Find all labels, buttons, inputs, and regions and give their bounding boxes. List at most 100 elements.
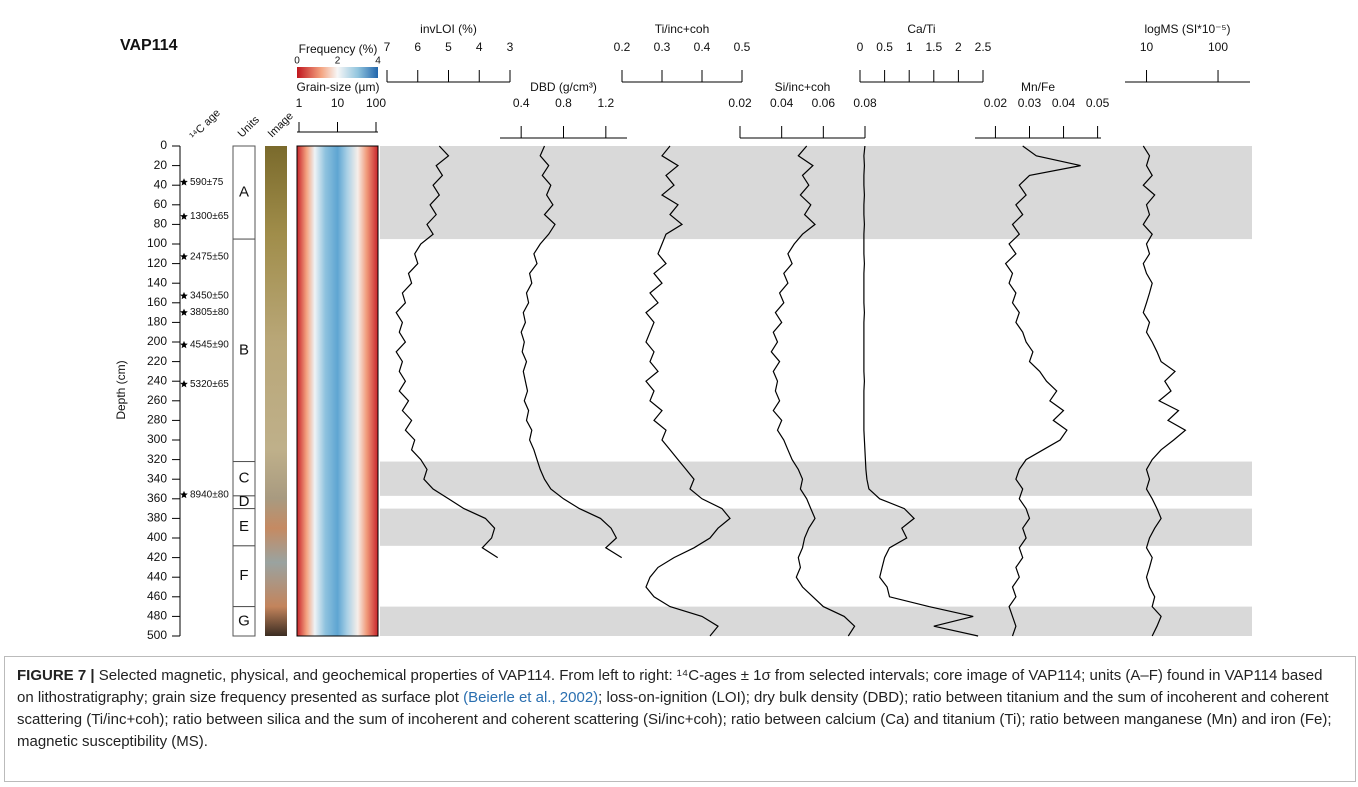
x-tick-label: 0.08 [853,96,877,110]
y-tick-label: 440 [147,569,167,583]
colorbar-tick-label: 0 [294,56,300,67]
y-tick-label: 300 [147,432,167,446]
x-tick-label: 0.4 [513,96,530,110]
image-header: Image [266,110,296,140]
x-tick-label: 0.8 [555,96,572,110]
y-tick-label: 140 [147,275,167,289]
profile-line [645,145,731,637]
unit-box [232,606,256,637]
unit-label: D [239,493,250,510]
panel-label: logMS (SI*10⁻⁵) [1144,22,1230,36]
y-tick-label: 380 [147,511,167,525]
age-label: 590±75 [190,177,224,188]
y-tick-label: 500 [147,628,167,642]
y-tick-label: 200 [147,334,167,348]
x-tick-label: 4 [476,40,483,54]
age-marker [180,252,188,260]
y-tick-label: 100 [147,236,167,250]
y-tick-label: 360 [147,491,167,505]
y-tick-label: 40 [154,177,168,191]
y-tick-label: 160 [147,295,167,309]
age-marker [180,490,188,499]
y-tick-label: 460 [147,589,167,603]
colorbar-tick-label: 4 [375,56,381,67]
age-label: 3450±50 [190,291,229,302]
grain-size-surface [296,145,379,637]
panel-label: DBD (g/cm³) [530,80,597,94]
profile-line [520,145,623,559]
caption: FIGURE 7 | Selected magnetic, physical, … [4,656,1356,782]
y-tick-label: 260 [147,393,167,407]
age-header: ¹⁴C age [188,107,223,142]
x-tick-label: 0.4 [694,40,711,54]
highlight-band [380,606,1252,636]
highlight-band [380,146,1252,240]
x-tick-label: 1.5 [925,40,942,54]
panel-label: Ca/Ti [907,22,935,36]
age-label: 1300±65 [190,211,229,222]
x-tick-label: 100 [366,96,386,110]
y-tick-label: 220 [147,354,167,368]
x-tick-label: 100 [1208,40,1228,54]
y-tick-label: 80 [154,217,168,231]
y-tick-label: 480 [147,609,167,623]
x-tick-label: 0.06 [812,96,836,110]
y-tick-label: 60 [154,197,168,211]
panel-label: Mn/Fe [1021,80,1055,94]
profile-line [863,145,979,637]
age-marker [180,178,188,186]
x-tick-label: 0.05 [1086,96,1110,110]
age-label: 5320±65 [190,379,229,390]
unit-label: B [239,341,249,358]
unit-label: A [239,184,249,201]
y-tick-label: 280 [147,413,167,427]
age-marker [180,380,188,388]
y-axis-label: Depth (cm) [114,360,128,419]
x-tick-label: 2 [955,40,962,54]
y-tick-label: 400 [147,530,167,544]
chart: VAP114 Depth (cm) ¹⁴C age Units Image Fr… [114,22,1252,642]
y-tick-label: 0 [160,138,167,152]
grain-size-label: Grain-size (µm) [297,80,380,94]
panel-label: invLOI (%) [420,22,477,36]
x-tick-label: 0.04 [1052,96,1076,110]
y-tick-label: 240 [147,373,167,387]
x-tick-label: 7 [384,40,391,54]
y-tick-label: 340 [147,471,167,485]
x-tick-label: 5 [445,40,452,54]
unit-label: G [238,612,250,629]
frequency-colorbar [297,67,378,78]
core-image [265,146,287,636]
unit-label: F [239,567,248,584]
x-tick-label: 0.02 [728,96,752,110]
y-tick-label: 180 [147,315,167,329]
caption-label: FIGURE 7 | [17,667,95,684]
unit-label: E [239,518,249,535]
panel-label: Ti/inc+coh [655,22,710,36]
x-tick-label: 0 [857,40,864,54]
y-tick-label: 420 [147,550,167,564]
age-marker [180,340,188,349]
unit-label: C [239,470,250,487]
x-tick-label: 3 [507,40,514,54]
x-tick-label: 6 [414,40,421,54]
x-tick-label: 10 [1140,40,1154,54]
highlight-band [380,508,1252,546]
x-tick-label: 2.5 [975,40,992,54]
y-tick-label: 20 [154,158,168,172]
citation-link[interactable]: (Beierle et al., 2002) [463,689,599,706]
age-marker [180,308,188,316]
x-tick-label: 0.3 [654,40,671,54]
units-header: Units [236,114,263,141]
x-tick-label: 0.5 [876,40,893,54]
age-label: 4545±90 [190,340,229,351]
panel-label: Si/inc+coh [775,80,831,94]
profile-line [395,145,499,559]
caption-text: Selected magnetic, physical, and geochem… [17,667,1323,706]
x-tick-label: 10 [331,96,345,110]
x-tick-label: 1 [906,40,913,54]
y-tick-label: 120 [147,256,167,270]
profile-line [1004,145,1081,637]
profile-line [1142,145,1187,637]
